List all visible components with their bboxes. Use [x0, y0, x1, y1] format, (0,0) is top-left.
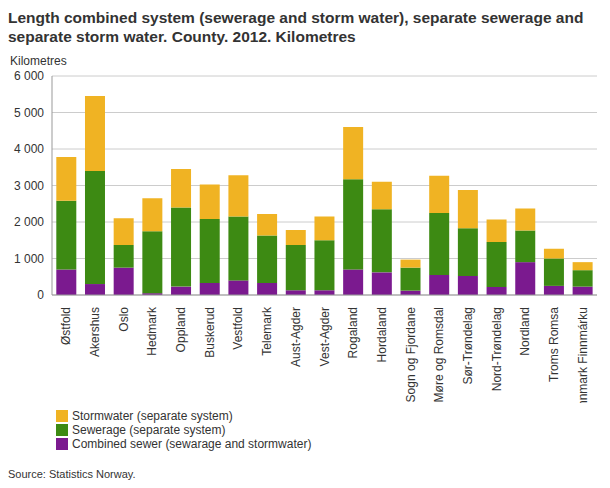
svg-text:Akershus: Akershus [88, 307, 102, 357]
svg-text:3 000: 3 000 [14, 179, 44, 193]
svg-text:Hordaland: Hordaland [375, 307, 389, 362]
svg-text:Telemark: Telemark [260, 306, 274, 356]
svg-text:Sør-Trøndelag: Sør-Trøndelag [461, 307, 475, 385]
html-text:Sewerage (separate system): Sewerage (separate system) [72, 423, 226, 437]
svg-text:Oppland: Oppland [174, 307, 188, 352]
svg-text:Møre og Romsdal: Møre og Romsdal [432, 307, 446, 402]
html-text:Source: Statistics Norway.: Source: Statistics Norway. [8, 468, 136, 480]
svg-text:Rogaland: Rogaland [346, 307, 360, 358]
html-text:Kilometres: Kilometres [10, 54, 67, 68]
svg-text:Østfold: Østfold [59, 307, 73, 345]
svg-text:Troms Romsa: Troms Romsa [547, 307, 561, 382]
svg-text:Oslo: Oslo [117, 307, 131, 332]
svg-text:Aust-Agder: Aust-Agder [289, 307, 303, 367]
svg-text:0: 0 [37, 288, 44, 302]
svg-text:Hedmark: Hedmark [145, 306, 159, 356]
svg-text:1 000: 1 000 [14, 252, 44, 266]
svg-text:Sogn og Fjordane: Sogn og Fjordane [404, 307, 418, 403]
svg-text:Finnmark Finnmárku: Finnmark Finnmárku [576, 307, 590, 403]
svg-text:Vestfold: Vestfold [231, 307, 245, 350]
html-text:Length combined system (sewera: Length combined system (sewerage and sto… [8, 9, 584, 45]
html-text:Combined sewer (sewarage and s: Combined sewer (sewarage and stormwater) [72, 437, 312, 451]
svg-text:Vest-Agder: Vest-Agder [318, 307, 332, 366]
svg-text:Nordland: Nordland [518, 307, 532, 356]
html-text:Stormwater (separate system): Stormwater (separate system) [72, 409, 233, 423]
svg-text:6 000: 6 000 [14, 69, 44, 83]
svg-text:2 000: 2 000 [14, 215, 44, 229]
svg-text:Buskerud: Buskerud [203, 307, 217, 358]
svg-text:Nord-Trøndelag: Nord-Trøndelag [490, 307, 504, 391]
svg-text:4 000: 4 000 [14, 142, 44, 156]
svg-text:5 000: 5 000 [14, 106, 44, 120]
